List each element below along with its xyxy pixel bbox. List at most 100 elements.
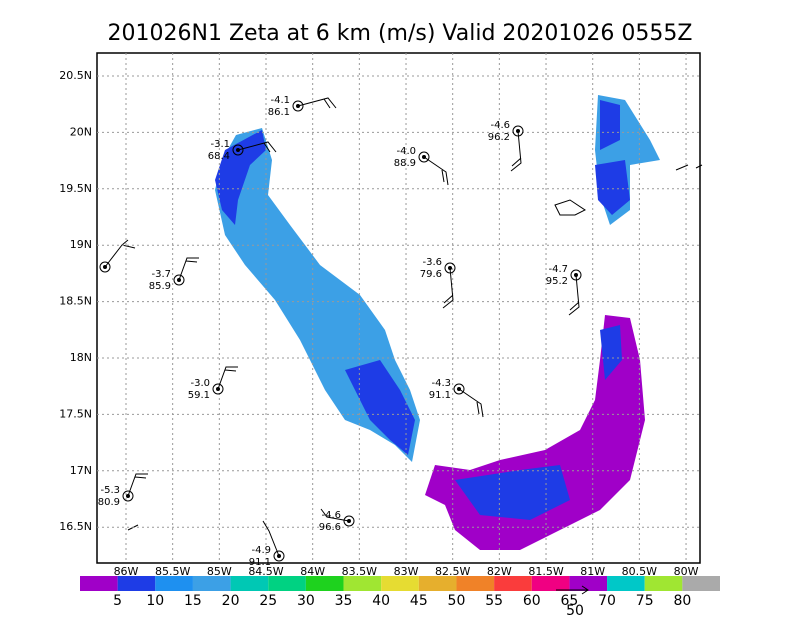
station-value: -4.6 (490, 120, 510, 131)
plot-frame (96, 52, 701, 564)
colorbar-box (531, 576, 570, 591)
colorbar-box (117, 576, 156, 591)
station-value: -4.6 (321, 510, 341, 521)
colorbar-label: 70 (598, 593, 616, 609)
station-value: -3.0 (190, 378, 210, 389)
lon-tick-label: 85W (207, 565, 232, 578)
station-ring (173, 274, 185, 286)
colorbar-label: 40 (372, 593, 390, 609)
lon-tick-label: 82.5W (435, 565, 470, 578)
station: -4.391.1 (429, 378, 484, 418)
station-value: -3.7 (151, 269, 171, 280)
station-ring (122, 490, 134, 502)
wind-barb (297, 97, 337, 109)
station-value: -3.1 (210, 139, 230, 150)
colorbar-box (343, 576, 382, 591)
colorbar-box (230, 576, 269, 591)
lon-tick-label: 84W (300, 565, 325, 578)
station-value: 79.6 (420, 269, 442, 280)
colorbar-label: 50 (448, 593, 466, 609)
colorbar-box (418, 576, 457, 591)
station: -4.991.1 (249, 520, 285, 568)
colorbar-box (192, 576, 231, 591)
station-value: 59.1 (188, 390, 210, 401)
station-value: -3.6 (422, 257, 442, 268)
station-value: -4.9 (251, 545, 271, 556)
colorbar-label: 75 (636, 593, 654, 609)
station-value: 85.9 (149, 281, 171, 292)
lat-tick-label: 18.5N (59, 295, 92, 308)
station-value: 86.1 (268, 107, 290, 118)
lon-tick-label: 81W (580, 565, 605, 578)
reference-label: 50 (566, 603, 584, 618)
wind-barb (568, 274, 580, 316)
lat-tick-label: 18N (70, 351, 92, 364)
station-value: -5.3 (100, 485, 120, 496)
colorbar-label: 35 (335, 593, 353, 609)
station-value: 80.9 (98, 497, 120, 508)
lat-tick-label: 16.5N (59, 520, 92, 533)
station: -3.059.1 (188, 366, 238, 401)
lon-tick-label: 80.5W (622, 565, 657, 578)
colorbar-label: 5 (113, 593, 122, 609)
colorbar-label: 20 (222, 593, 240, 609)
wind-barb (423, 156, 449, 186)
station-ring (232, 144, 244, 156)
wind-barb (178, 257, 199, 281)
lat-tick-label: 20N (70, 125, 92, 138)
station: -4.696.6 (319, 508, 355, 533)
wind-barb (127, 473, 148, 497)
data-regions (127, 95, 703, 550)
lon-tick-label: 83.5W (342, 565, 377, 578)
wind-barb (237, 141, 277, 153)
lon-tick-label: 86W (114, 565, 139, 578)
colorbar-box (644, 576, 683, 591)
station: -4.088.9 (394, 146, 449, 186)
station: -3.168.4 (208, 139, 277, 162)
station-value: -4.1 (270, 95, 290, 106)
station-value: -4.0 (396, 146, 416, 157)
lon-tick-label: 80W (674, 565, 699, 578)
station: -4.696.2 (488, 120, 524, 172)
station-value: 68.4 (208, 151, 230, 162)
colorbar-label: 15 (184, 593, 202, 609)
station-value: 95.2 (546, 276, 568, 287)
lat-tick-label: 17N (70, 464, 92, 477)
colorbar-label: 10 (146, 593, 164, 609)
wind-barb (320, 508, 350, 522)
station-ring (343, 515, 355, 527)
wind-barb (262, 520, 280, 557)
lat-tick-label: 19N (70, 238, 92, 251)
colorbar-label: 30 (297, 593, 315, 609)
station-value: -4.7 (548, 264, 568, 275)
colorbar-box (456, 576, 495, 591)
station-ring (418, 151, 430, 163)
station-ring (273, 550, 285, 562)
station: -3.679.6 (420, 257, 456, 309)
lon-tick-label: 83W (394, 565, 419, 578)
lat-tick-label: 17.5N (59, 407, 92, 420)
colorbar-label: 55 (485, 593, 503, 609)
station-value: 96.6 (319, 522, 341, 533)
lon-tick-label: 82W (487, 565, 512, 578)
colorbar-box (80, 576, 118, 591)
colorbar-box (494, 576, 532, 591)
colorbar-label: 65 (560, 593, 578, 609)
wind-barb (442, 267, 454, 309)
colorbar-box (569, 576, 608, 591)
station: -5.380.9 (98, 473, 148, 508)
wind-barb (510, 130, 522, 172)
lon-tick-label: 85.5W (155, 565, 190, 578)
title: 201026N1 Zeta at 6 km (m/s) Valid 202010… (108, 21, 693, 46)
lat-tick-label: 19.5N (59, 182, 92, 195)
station-value: -4.3 (431, 378, 451, 389)
station-ring (212, 383, 224, 395)
colorbar-box (155, 576, 193, 591)
wind-barb (217, 366, 238, 390)
station: -4.795.2 (546, 264, 582, 316)
station-value: 91.1 (429, 390, 451, 401)
lon-tick-label: 81.5W (528, 565, 563, 578)
colorbar-label: 80 (673, 593, 691, 609)
station-ring (292, 100, 304, 112)
